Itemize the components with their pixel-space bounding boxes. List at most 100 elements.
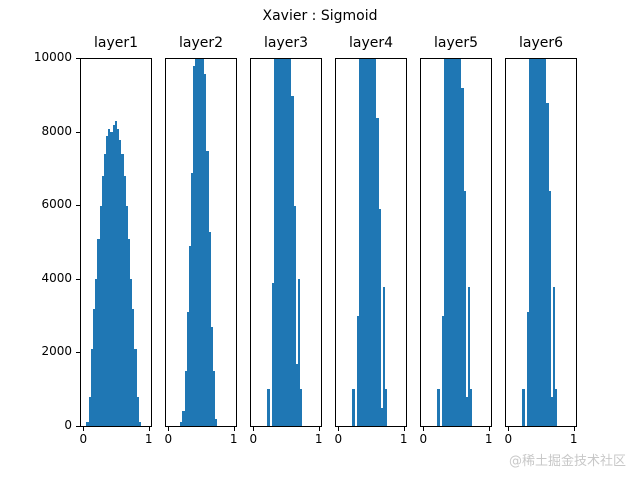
- histogram-panel-layer6: [505, 58, 577, 427]
- histogram-bar: [295, 363, 298, 426]
- x-tick: [488, 427, 490, 431]
- histogram-bar: [528, 59, 532, 426]
- histogram-bar: [463, 191, 466, 426]
- histogram-bar: [110, 132, 113, 426]
- histogram-bar: [206, 150, 209, 426]
- figure-title: Xavier : Sigmoid: [262, 8, 378, 24]
- histogram-bar: [450, 59, 453, 426]
- histogram-panel-layer1: [80, 58, 152, 427]
- histogram-bar: [539, 59, 542, 426]
- x-tick-label: 1: [399, 432, 408, 446]
- histogram-bar: [467, 286, 471, 426]
- x-tick-label: 0: [419, 432, 428, 446]
- histogram-bar: [191, 172, 194, 426]
- y-tick-label: 0: [64, 418, 72, 432]
- histogram-bar: [123, 176, 126, 426]
- panel-title-layer4: layer4: [348, 35, 394, 51]
- histogram-bar: [273, 59, 277, 426]
- x-tick: [573, 427, 575, 431]
- x-tick-label: 1: [144, 432, 153, 446]
- histogram-bar: [522, 389, 525, 426]
- histogram-bar: [212, 370, 216, 426]
- histogram-bar: [95, 279, 98, 426]
- histogram-panel-layer5: [420, 58, 492, 427]
- histogram-bar: [114, 121, 117, 426]
- histogram-bar: [186, 312, 189, 426]
- histogram-bar: [188, 246, 192, 426]
- histogram-bar: [202, 59, 205, 426]
- histogram-bar: [550, 396, 553, 426]
- histogram-bar: [352, 389, 355, 426]
- histogram-bar: [193, 66, 196, 426]
- histogram-bar: [367, 59, 370, 426]
- histogram-bar: [363, 59, 366, 426]
- watermark: @稀土掘金技术社区: [508, 454, 626, 469]
- histogram-bar: [138, 422, 141, 426]
- histogram-bar: [119, 139, 122, 426]
- histogram-bar: [465, 396, 468, 426]
- histogram-bar: [380, 407, 383, 426]
- histogram-bar: [361, 59, 364, 426]
- histogram-panel-layer4: [335, 58, 407, 427]
- histogram-bar: [287, 59, 290, 426]
- histogram-bar: [108, 128, 111, 426]
- x-tick: [233, 427, 235, 431]
- histogram-bar: [210, 326, 213, 426]
- histogram-bar: [382, 286, 386, 426]
- x-tick: [253, 427, 255, 431]
- y-tick: [76, 58, 80, 59]
- histogram-bar: [542, 59, 545, 426]
- histogram-bar: [125, 205, 128, 426]
- histogram-bar: [372, 59, 375, 426]
- histogram-bar: [358, 59, 362, 426]
- histogram-panel-layer3: [250, 58, 322, 427]
- histogram-bar: [546, 103, 549, 426]
- histogram-bar: [544, 59, 547, 426]
- histogram-bar: [526, 312, 529, 426]
- histogram-bar: [112, 125, 115, 426]
- histogram-bar: [537, 59, 540, 426]
- histogram-bar: [356, 315, 359, 426]
- histogram-bar: [461, 88, 464, 426]
- histogram-bar: [282, 59, 285, 426]
- histogram-bar: [452, 59, 455, 426]
- histogram-bar: [441, 315, 444, 426]
- histogram-bar: [535, 59, 538, 426]
- histogram-bar: [448, 59, 451, 426]
- histogram-bar: [446, 59, 449, 426]
- histogram-bar: [132, 308, 135, 426]
- panel-title-layer3: layer3: [263, 35, 309, 51]
- histogram-bar: [267, 389, 270, 426]
- histogram-bar: [215, 418, 218, 426]
- histogram-bar: [443, 59, 447, 426]
- y-tick-label: 10000: [33, 50, 72, 64]
- histogram-bar: [291, 95, 294, 426]
- histogram-bar: [130, 279, 133, 426]
- x-tick-label: 0: [504, 432, 513, 446]
- histogram-bar: [284, 59, 287, 426]
- histogram-bar: [555, 389, 558, 426]
- histogram-bar: [121, 154, 124, 426]
- histogram-bar: [385, 389, 388, 426]
- histogram-bar: [93, 308, 96, 426]
- histogram-bar: [548, 191, 551, 426]
- histogram-bar: [280, 59, 283, 426]
- histogram-bar: [117, 128, 120, 426]
- x-tick-label: 0: [249, 432, 258, 446]
- histogram-bar: [90, 348, 93, 426]
- histogram-bar: [454, 59, 457, 426]
- histogram-bar: [376, 117, 379, 426]
- histogram-bar: [88, 396, 91, 426]
- histogram-bar: [103, 154, 107, 426]
- x-tick: [508, 427, 510, 431]
- x-tick: [423, 427, 425, 431]
- x-tick: [83, 427, 85, 431]
- x-tick-label: 1: [229, 432, 238, 446]
- histogram-bar: [278, 59, 281, 426]
- y-tick-label: 8000: [41, 123, 72, 138]
- y-tick: [76, 205, 80, 207]
- histogram-bar: [204, 73, 207, 426]
- histogram-bar: [293, 205, 296, 426]
- x-tick-label: 1: [314, 432, 323, 446]
- histogram-bar: [99, 205, 102, 426]
